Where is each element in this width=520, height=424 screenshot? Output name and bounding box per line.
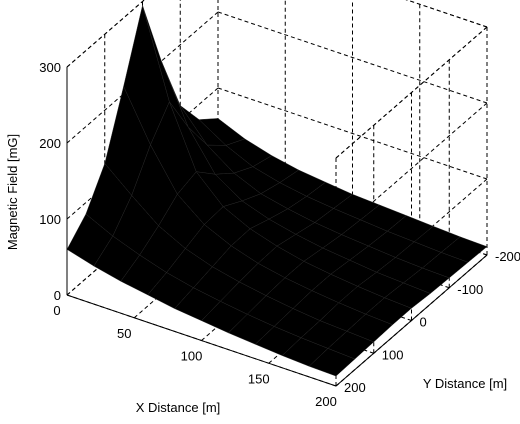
- y-axis-label: Y Distance [m]: [423, 376, 507, 391]
- y-tick-label: 200: [344, 380, 366, 395]
- y-tick-label: 100: [382, 347, 404, 362]
- x-tick-label: 100: [181, 349, 203, 364]
- x-tick-label: 50: [117, 326, 131, 341]
- y-tick-label: -200: [495, 249, 520, 264]
- y-tick-label: 0: [420, 315, 427, 330]
- wall-grid-line: [335, 102, 488, 235]
- axis-line: [335, 254, 488, 387]
- x-tick-label: 200: [315, 394, 337, 409]
- wall-grid-line: [217, 11, 488, 104]
- axes: [66, 67, 488, 387]
- z-tick-label: 100: [39, 212, 61, 227]
- surface-patch: [440, 236, 488, 263]
- axis-line: [66, 294, 337, 387]
- box-edge-line: [335, 26, 488, 159]
- wall-grid-line: [217, 87, 488, 180]
- z-tick-label: 0: [54, 288, 61, 303]
- surface-mesh: [66, 5, 488, 377]
- x-tick-label: 0: [53, 303, 60, 318]
- z-tick-label: 300: [39, 60, 61, 75]
- x-axis-label: X Distance [m]: [136, 400, 221, 415]
- y-tick-label: -100: [457, 282, 483, 297]
- z-axis-label: Magnetic Field [mG]: [5, 134, 20, 250]
- box-edge-line: [66, 0, 145, 68]
- z-tick-label: 200: [39, 136, 61, 151]
- tick-labels: 0 50 100 150 200 -200 -100 0 100 200 0 100 200 300: [39, 60, 520, 409]
- x-tick-label: 150: [248, 371, 270, 386]
